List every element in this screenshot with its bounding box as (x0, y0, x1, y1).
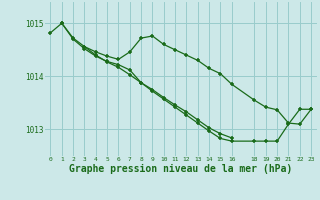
X-axis label: Graphe pression niveau de la mer (hPa): Graphe pression niveau de la mer (hPa) (69, 164, 292, 174)
